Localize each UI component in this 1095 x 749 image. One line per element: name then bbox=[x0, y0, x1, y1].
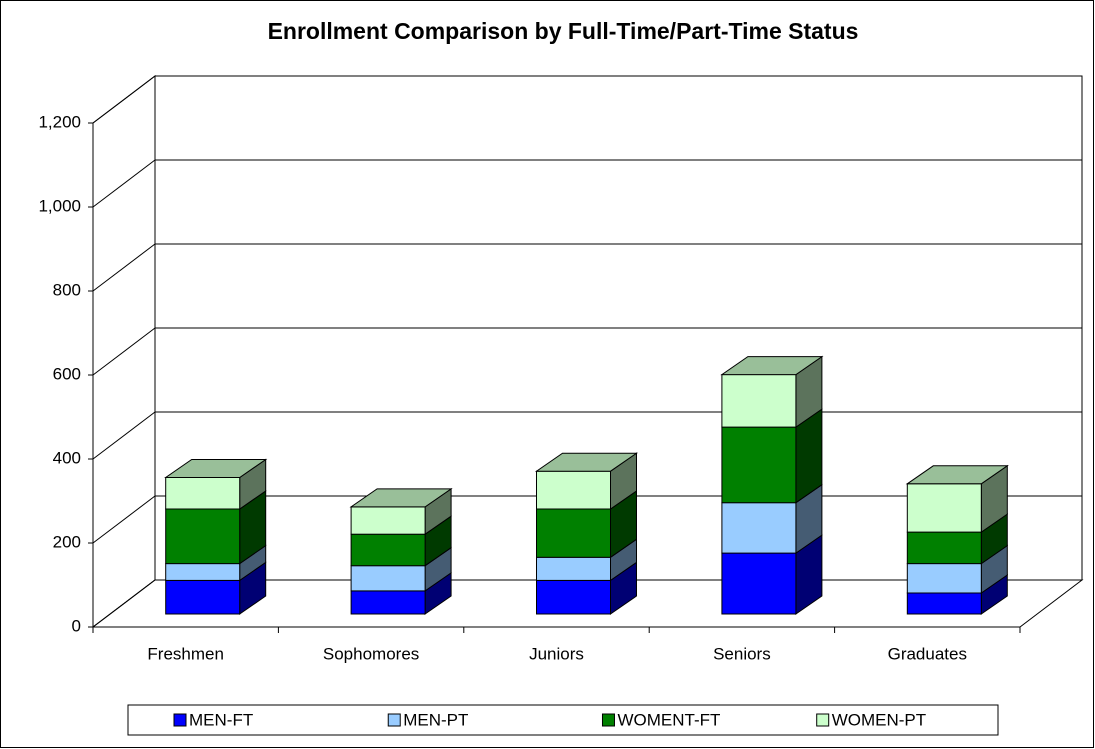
bar-top bbox=[349, 488, 453, 508]
bar-front bbox=[350, 506, 426, 535]
y-tick-label: 800 bbox=[53, 280, 81, 299]
bar-front bbox=[721, 502, 797, 554]
bar-segment bbox=[536, 490, 637, 559]
bar-segment bbox=[536, 538, 637, 582]
x-tick-label: Sophomores bbox=[323, 644, 419, 663]
y-tick-label: 0 bbox=[72, 616, 81, 635]
bar-front bbox=[350, 565, 426, 592]
y-tick-label: 1,200 bbox=[38, 112, 81, 131]
y-tick-label: 200 bbox=[53, 532, 81, 551]
bar-segment bbox=[906, 513, 1008, 565]
bar-front bbox=[906, 592, 982, 615]
grid-line bbox=[92, 579, 156, 628]
chart-title: Enrollment Comparison by Full-Time/Part-… bbox=[268, 18, 859, 44]
bar-segment bbox=[165, 561, 267, 615]
bar-front bbox=[906, 563, 982, 594]
bar-segment bbox=[164, 458, 268, 510]
bar-segment bbox=[536, 561, 637, 615]
bar-front bbox=[350, 590, 426, 615]
bar-front bbox=[906, 483, 982, 533]
grid-line bbox=[92, 75, 156, 124]
grid-line bbox=[92, 159, 156, 208]
legend-swatch bbox=[173, 713, 187, 727]
bar-segment bbox=[906, 544, 1008, 594]
y-tick-label: 1,000 bbox=[38, 196, 81, 215]
x-tick-label: Freshmen bbox=[147, 644, 224, 663]
legend-swatch bbox=[387, 713, 401, 727]
bar-front bbox=[536, 470, 611, 510]
grid-line bbox=[92, 243, 156, 292]
y-tick-label: 400 bbox=[53, 448, 81, 467]
bar-top bbox=[720, 356, 824, 376]
bar-top bbox=[534, 452, 639, 472]
legend-swatch bbox=[601, 713, 615, 727]
bar-segment bbox=[534, 452, 639, 510]
legend-label: WOMENT-FT bbox=[617, 710, 720, 729]
bar-front bbox=[536, 579, 611, 615]
x-tick-label: Juniors bbox=[529, 644, 584, 663]
bar-front bbox=[165, 477, 241, 510]
bar-segment bbox=[720, 355, 824, 429]
legend-box bbox=[127, 704, 999, 736]
legend-label: MEN-FT bbox=[189, 710, 253, 729]
bar-top bbox=[905, 465, 1009, 485]
bar-segment bbox=[349, 487, 453, 536]
bar-segment bbox=[721, 483, 823, 555]
grid-line bbox=[92, 327, 156, 376]
grid-line bbox=[92, 495, 156, 544]
bar-front bbox=[721, 374, 797, 428]
bar-segment bbox=[165, 490, 267, 565]
x-tick-label: Seniors bbox=[713, 644, 771, 663]
bar-front bbox=[721, 552, 797, 615]
legend-label: MEN-PT bbox=[403, 710, 468, 729]
bar-segment bbox=[350, 515, 452, 567]
bar-front bbox=[165, 579, 241, 615]
bar-front bbox=[536, 556, 611, 581]
grid-line bbox=[92, 411, 156, 460]
legend-swatch bbox=[816, 713, 830, 727]
bar-front bbox=[721, 426, 797, 504]
bar-segment bbox=[721, 534, 823, 615]
bar-front bbox=[536, 508, 611, 558]
bar-front bbox=[165, 563, 241, 581]
bar-top bbox=[164, 459, 268, 478]
bar-segment bbox=[350, 546, 452, 592]
bar-segment bbox=[905, 464, 1009, 534]
bar-front bbox=[906, 531, 982, 565]
y-tick-label: 600 bbox=[53, 364, 81, 383]
bar-front bbox=[350, 533, 426, 567]
bar-segment bbox=[721, 408, 823, 504]
x-tick-label: Graduates bbox=[888, 644, 967, 663]
bar-segment bbox=[350, 571, 452, 615]
bar-front bbox=[165, 508, 241, 565]
legend-label: WOMEN-PT bbox=[832, 710, 926, 729]
